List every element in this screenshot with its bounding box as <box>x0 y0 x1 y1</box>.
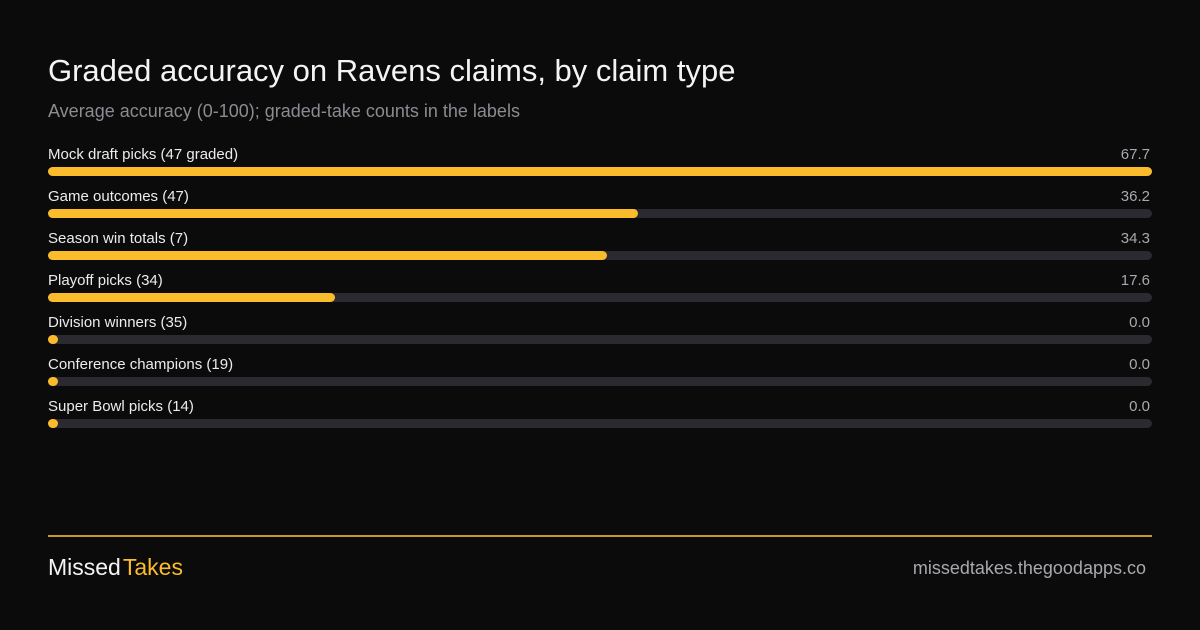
brand-accent-text: Takes <box>122 554 183 580</box>
bar <box>48 293 335 302</box>
bar-value-label: 0.0 <box>1129 356 1150 373</box>
bar-row: Conference champions (19) 0.0 <box>48 355 1152 395</box>
brand-primary-text: Missed <box>48 554 121 580</box>
bar-track <box>48 377 1152 386</box>
bar-row: Game outcomes (47) 36.2 <box>48 187 1152 227</box>
bar-value-label: 17.6 <box>1120 272 1150 289</box>
bar-chart: Mock draft picks (47 graded) 67.7 Game out… <box>48 0 1152 450</box>
bar <box>48 251 608 260</box>
bar-row: Playoff picks (34) 17.6 <box>48 271 1152 311</box>
bar <box>48 335 58 344</box>
bar-value-label: 67.7 <box>1120 146 1150 163</box>
bar-value-label: 0.0 <box>1129 398 1150 415</box>
bar-row: Division winners (35) 0.0 <box>48 313 1152 353</box>
brand-logo: MissedTakes <box>48 553 183 581</box>
bar <box>48 377 58 386</box>
bar-value-label: 0.0 <box>1129 314 1150 331</box>
bar-label: Playoff picks (34) <box>48 272 163 289</box>
chart-title: Graded accuracy on Ravens claims, by cla… <box>48 53 736 88</box>
bar-track <box>48 251 1152 260</box>
bar-row: Super Bowl picks (14) 0.0 <box>48 397 1152 437</box>
bar-label: Conference champions (19) <box>48 356 234 373</box>
bar-track <box>48 293 1152 302</box>
footer-divider <box>48 535 1152 537</box>
bar-label: Division winners (35) <box>48 314 188 331</box>
bar-track <box>48 419 1152 428</box>
bar <box>48 419 58 428</box>
bar-row: Mock draft picks (47 graded) 67.7 <box>48 145 1152 185</box>
bar-label: Season win totals (7) <box>48 230 189 247</box>
bar-value-label: 34.3 <box>1120 230 1150 247</box>
bar-label: Super Bowl picks (14) <box>48 398 194 415</box>
bar-track <box>48 335 1152 344</box>
bar-label: Game outcomes (47) <box>48 188 189 205</box>
bar-value-label: 36.2 <box>1120 188 1150 205</box>
chart-subtitle: Average accuracy (0-100); graded-take co… <box>48 101 520 121</box>
bar-label: Mock draft picks (47 graded) <box>48 146 239 163</box>
site-url[interactable]: missedtakes.thegoodapps.co <box>912 558 1146 578</box>
bar-track <box>48 167 1152 176</box>
bar <box>48 167 1152 176</box>
bar-track <box>48 209 1152 218</box>
bar-row: Season win totals (7) 34.3 <box>48 229 1152 269</box>
bar <box>48 209 639 218</box>
